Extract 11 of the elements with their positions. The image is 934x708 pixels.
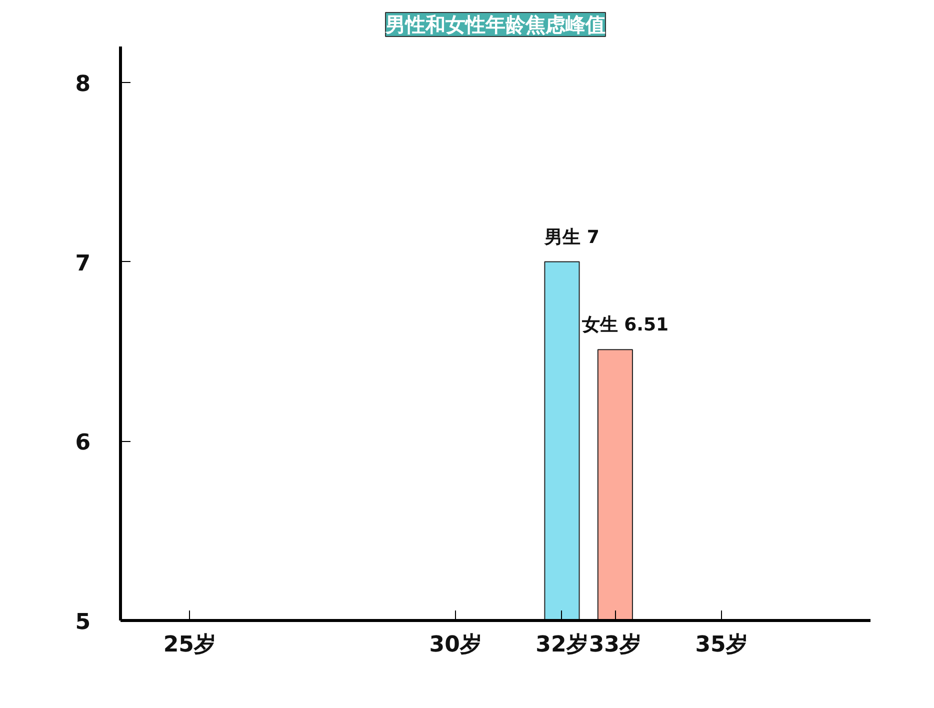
y-tick-label: 6 — [75, 430, 91, 456]
y-tick-label: 5 — [75, 610, 91, 635]
x-tick-label: 32岁 — [536, 632, 588, 658]
data-label: 男生 7 — [544, 226, 600, 248]
y-tick-label: 8 — [75, 72, 91, 97]
x-tick-label: 35岁 — [695, 632, 748, 658]
x-tick-label: 30岁 — [429, 632, 482, 658]
y-tick-label: 7 — [75, 251, 91, 276]
x-tick-label: 33岁 — [588, 632, 642, 658]
x-tick-label: 25岁 — [163, 632, 216, 658]
data-label: 女生 6.51 — [580, 314, 669, 336]
